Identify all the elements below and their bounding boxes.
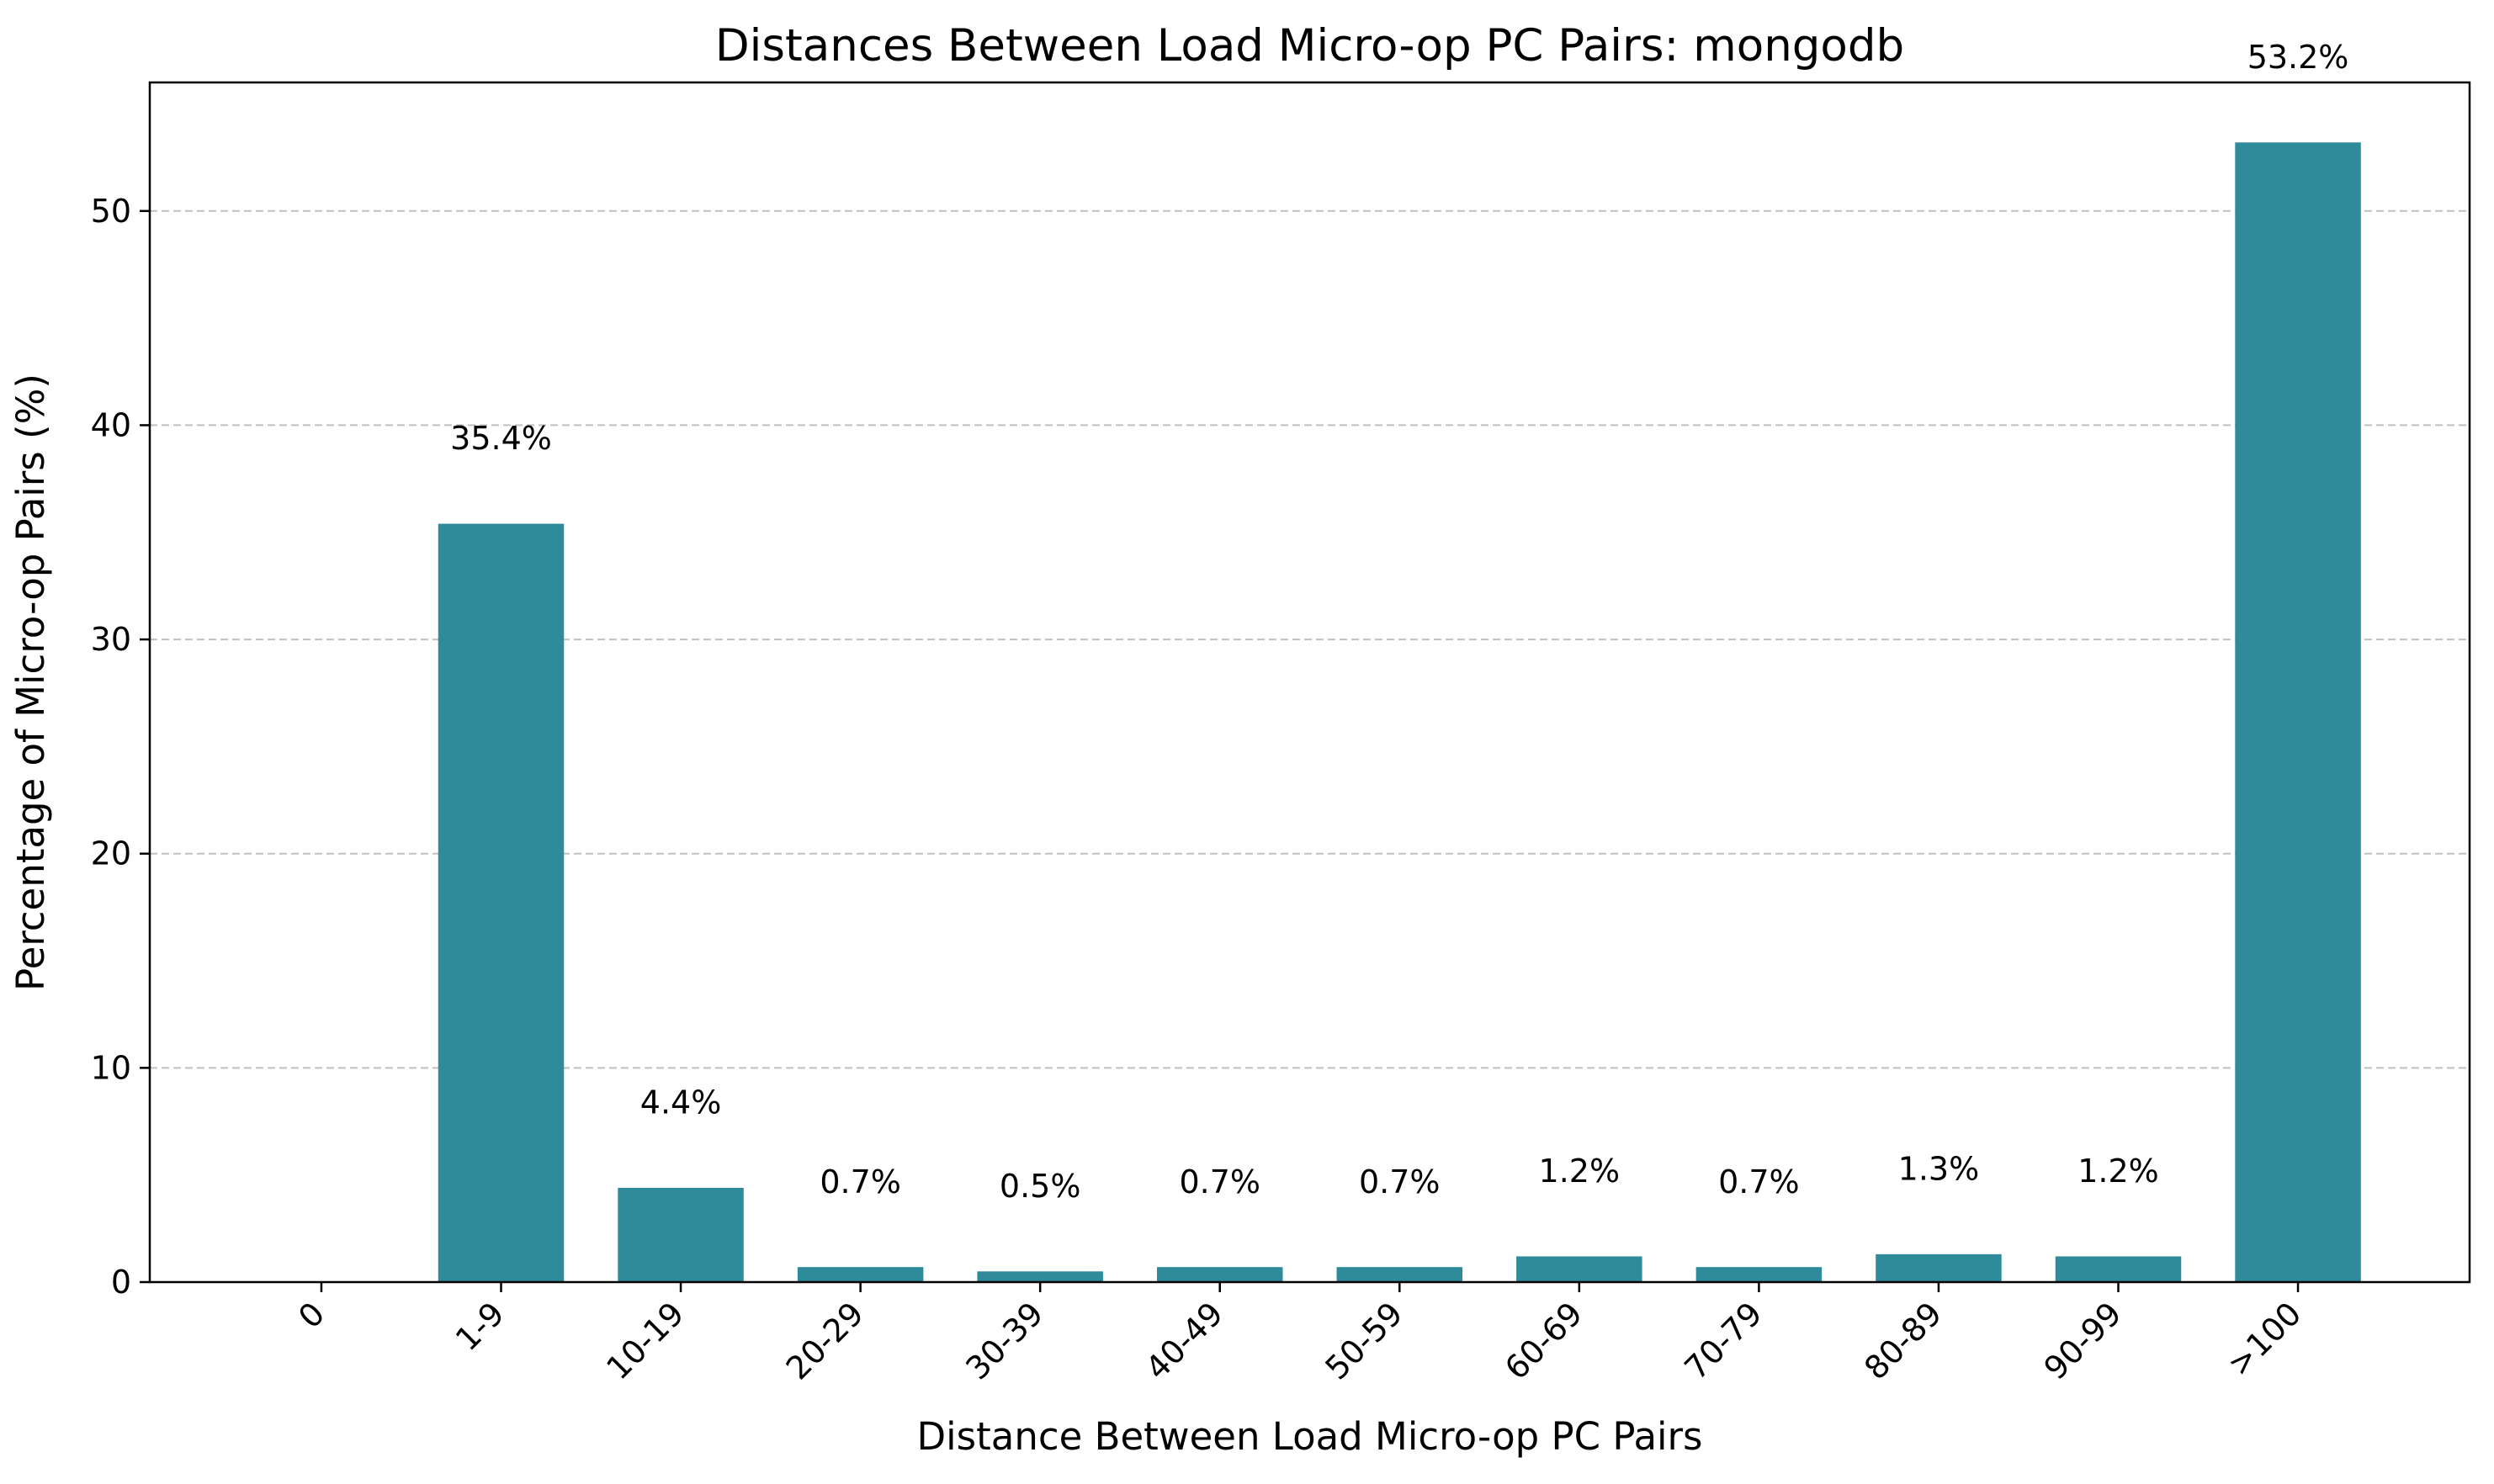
chart-title: Distances Between Load Micro-op PC Pairs…	[715, 20, 1904, 72]
bar	[977, 1271, 1103, 1282]
data-label: 0.7%	[1359, 1163, 1441, 1200]
data-labels-layer: 35.4% 4.4% 0.7% 0.5% 0.7% 0.7% 1.2% 0.7% 1.3% 1.2…	[450, 39, 2348, 1205]
bar	[1336, 1267, 1463, 1282]
plot-frame	[148, 81, 2471, 1284]
y-tick-label: 40	[91, 406, 131, 443]
bar	[1695, 1267, 1823, 1282]
bar	[618, 1187, 744, 1282]
y-tick-label: 10	[91, 1049, 131, 1086]
data-label: 0.7%	[1718, 1163, 1800, 1200]
data-label: 0.7%	[820, 1163, 901, 1200]
bars-layer	[438, 142, 2361, 1282]
x-axis-title: Distance Between Load Micro-op PC Pairs	[917, 1414, 1703, 1459]
data-label: 53.2%	[2247, 39, 2349, 76]
y-tick-label: 20	[91, 835, 131, 872]
data-label: 0.7%	[1179, 1163, 1260, 1200]
y-tick-label: 50	[91, 193, 131, 230]
data-label: 1.2%	[1539, 1153, 1621, 1190]
bar	[1516, 1256, 1642, 1282]
data-label: 4.4%	[640, 1084, 722, 1121]
y-tick-label: 0	[111, 1264, 131, 1301]
grid-layer	[150, 209, 2470, 1069]
y-axis: 0 10 20 30 40 50	[91, 193, 150, 1301]
data-label: 1.3%	[1898, 1151, 1980, 1188]
data-label: 1.2%	[2077, 1153, 2159, 1190]
bar	[797, 1267, 924, 1282]
bar	[2235, 142, 2361, 1282]
y-axis-title: Percentage of Micro-op Pairs (%)	[8, 374, 53, 991]
data-label: 0.5%	[1000, 1168, 1081, 1205]
data-label: 35.4%	[450, 420, 552, 457]
y-tick-label: 30	[91, 621, 131, 658]
bar	[1156, 1267, 1283, 1282]
bar	[2055, 1256, 2182, 1282]
bar	[438, 523, 565, 1282]
bar	[1876, 1253, 2002, 1282]
